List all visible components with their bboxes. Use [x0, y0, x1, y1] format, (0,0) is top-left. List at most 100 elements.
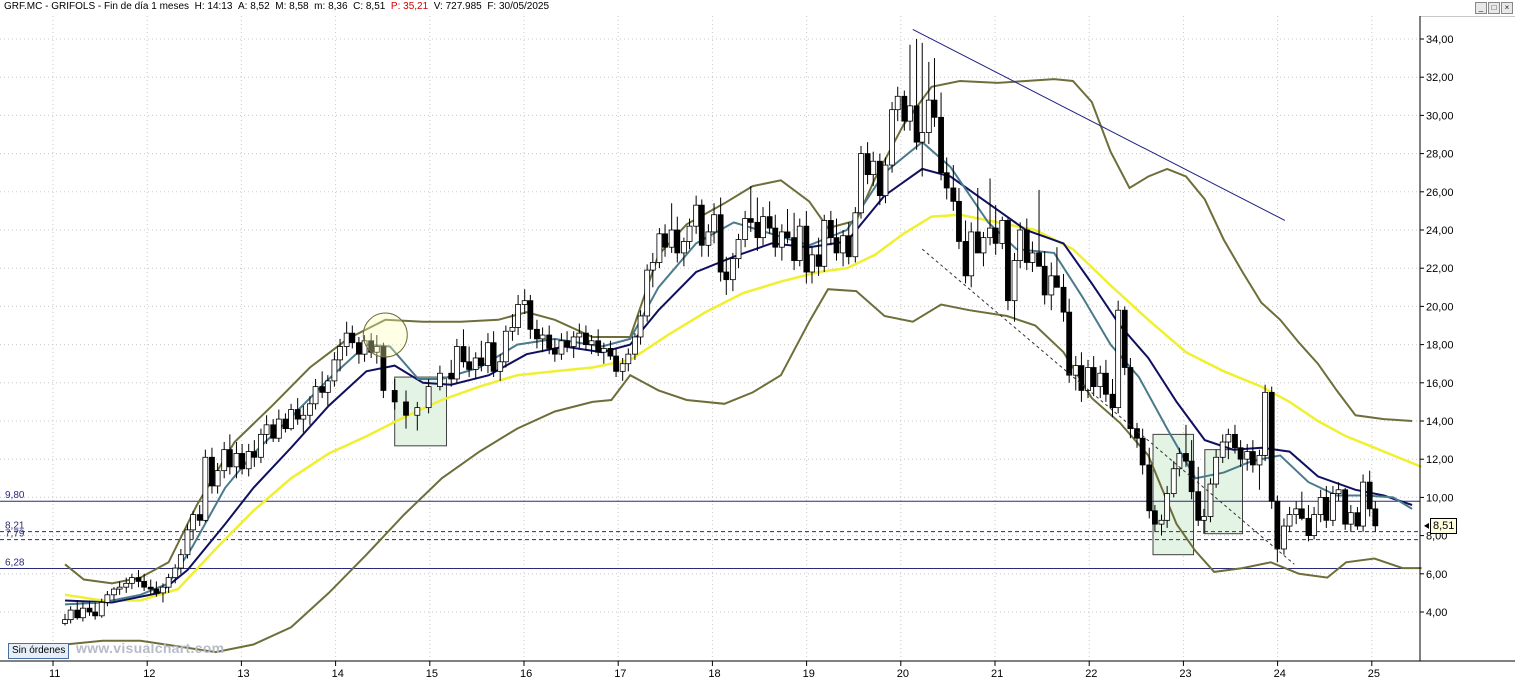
candle-up	[62, 619, 68, 624]
candle-down	[319, 386, 326, 393]
candle-up	[521, 300, 528, 305]
candle-up	[300, 414, 307, 420]
trend-line	[912, 29, 1286, 221]
candle-down	[974, 231, 981, 254]
candle-down	[1249, 451, 1256, 466]
candle-down	[1023, 229, 1030, 263]
candle-up	[111, 588, 117, 596]
candle-down	[943, 172, 950, 189]
y-tick-label: 6,00	[1426, 569, 1447, 581]
x-tick-label: 22	[1085, 668, 1097, 680]
last-price-tag: 8,51	[1430, 518, 1458, 534]
candle-up	[275, 418, 282, 439]
candle-down	[1183, 453, 1189, 462]
candle-down	[723, 271, 730, 281]
candle-up	[165, 577, 172, 588]
candle-down	[1090, 367, 1097, 388]
candle-up	[515, 304, 522, 328]
x-tick-label: 16	[520, 668, 532, 680]
candle-down	[1305, 518, 1312, 537]
close-button[interactable]: ×	[1501, 2, 1513, 14]
candle-down	[391, 390, 398, 403]
candle-up	[453, 346, 460, 380]
candle-up	[1219, 441, 1226, 458]
candle-up	[858, 153, 864, 214]
candle-up	[472, 357, 479, 370]
candle-up	[414, 407, 421, 416]
candle-down	[1103, 372, 1109, 395]
orders-button[interactable]: Sin órdenes	[8, 643, 70, 659]
min-value: 8,36	[328, 1, 348, 12]
candle-up	[1286, 514, 1293, 527]
candle-up	[1262, 391, 1269, 456]
candle-down	[938, 116, 944, 174]
candle-up	[373, 346, 380, 353]
restore-button[interactable]: □	[1488, 2, 1500, 14]
candle-up	[1317, 496, 1324, 515]
candle-down	[1151, 510, 1158, 525]
x-tick-label: 24	[1274, 668, 1286, 680]
bollinger-lower-line	[64, 288, 1422, 654]
candle-down	[791, 237, 798, 261]
m-label: M:	[275, 1, 287, 12]
candle-down	[1366, 481, 1373, 510]
candle-up	[919, 132, 926, 143]
candle-down	[147, 586, 154, 590]
candle-up	[221, 449, 228, 472]
candle-up	[894, 95, 901, 111]
candle-up	[987, 227, 993, 239]
candle-down	[564, 340, 570, 347]
candle-down	[92, 611, 99, 617]
x-tick-label: 15	[426, 668, 438, 680]
candle-down	[607, 348, 614, 357]
candle-down	[1268, 391, 1275, 502]
candle-down	[613, 355, 619, 372]
candle-up	[497, 361, 504, 372]
candle-up	[160, 586, 166, 594]
candle-up	[1164, 493, 1171, 521]
candle-down	[1109, 393, 1116, 409]
h-label: H:	[194, 1, 205, 12]
candle-up	[711, 214, 717, 233]
highlight-box	[394, 376, 448, 447]
candle-down	[270, 424, 277, 439]
candle-up	[1097, 372, 1104, 388]
minimize-button[interactable]: _	[1475, 2, 1487, 14]
candle-down	[466, 361, 473, 370]
candle-down	[827, 220, 834, 239]
candle-up	[437, 372, 443, 388]
y-tick-label: 22,00	[1426, 263, 1454, 275]
candle-down	[1066, 311, 1073, 376]
x-tick-label: 13	[237, 668, 249, 680]
candle-down	[717, 214, 724, 273]
candle-up	[625, 353, 632, 365]
candle-up	[600, 348, 607, 353]
candle-down	[1121, 309, 1128, 368]
level-label: 7,79	[5, 529, 25, 540]
candle-down	[1195, 491, 1202, 521]
candle-down	[196, 514, 203, 521]
price-chart[interactable]: 9,808,217,796,28 4,006,008,0010,0012,001…	[0, 16, 1515, 682]
candle-down	[153, 588, 160, 594]
candle-up	[1200, 516, 1207, 521]
candle-up	[184, 529, 191, 556]
candle-up	[67, 609, 74, 621]
candle-up	[116, 586, 123, 590]
candle-up	[202, 456, 209, 521]
candle-down	[772, 227, 779, 248]
candle-up	[686, 225, 693, 242]
chart-header: GRF.MC - GRIFOLS - Fin de día 1 meses H:…	[4, 1, 549, 12]
candle-down	[698, 204, 705, 246]
candle-down	[1232, 433, 1238, 449]
candle-down	[356, 342, 362, 355]
candle-down	[1054, 275, 1060, 288]
candle-up	[104, 594, 111, 603]
y-tick-label: 14,00	[1426, 416, 1454, 428]
candle-up	[729, 258, 736, 281]
candle-down	[448, 372, 455, 380]
candle-down	[583, 332, 589, 346]
candle-up	[796, 225, 803, 261]
horizontal-levels: 9,80 8,217,79 6,28	[0, 490, 1420, 569]
candle-down	[864, 153, 871, 176]
candle-up	[1225, 433, 1232, 443]
